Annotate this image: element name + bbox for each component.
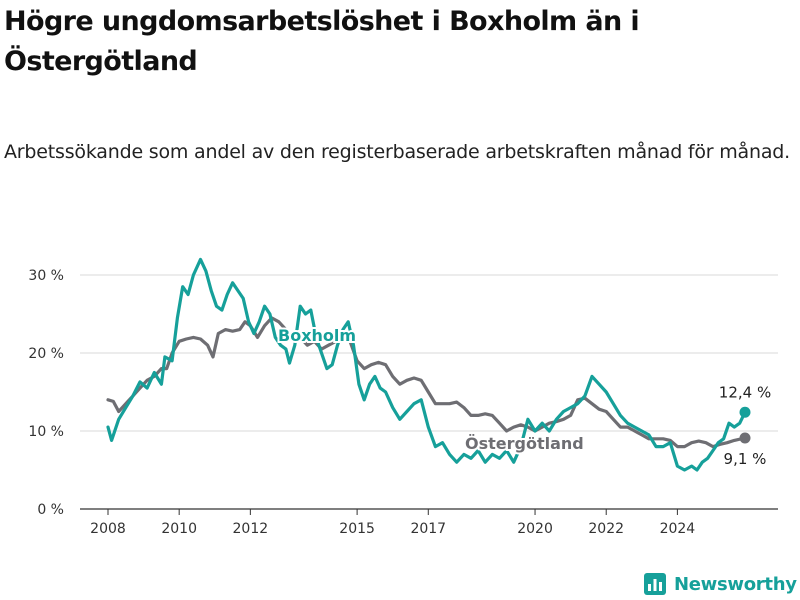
- x-tick-label: 2017: [410, 521, 446, 537]
- x-tick-label: 2010: [161, 521, 197, 537]
- y-axis-tick-labels: 0 % 10 % 20 % 30 %: [28, 268, 64, 518]
- series-line-ostergotland: [106, 316, 747, 449]
- x-tick-label: 2012: [233, 521, 269, 537]
- end-value-ostergotland: 9,1 %: [724, 450, 767, 468]
- x-tick-label: 2020: [517, 521, 553, 537]
- end-value-boxholm: 12,4 %: [719, 383, 771, 401]
- chart-subtitle: Arbetssökande som andel av den registerb…: [4, 141, 790, 163]
- x-axis: 2008 2010 2012 2015 2017 2020 2022 2024: [90, 509, 695, 537]
- bar-chart-logo-icon: [644, 573, 666, 595]
- series-lines: [106, 257, 751, 472]
- newsworthy-logo: Newsworthy: [644, 569, 797, 599]
- chart-title: Högre ungdomsarbetslöshet i Boxholm än i…: [4, 6, 640, 77]
- brand-name: Newsworthy: [674, 573, 797, 595]
- series-labels: Boxholm Östergötland 12,4 % 9,1 %: [276, 324, 771, 468]
- series-label-boxholm: Boxholm: [278, 326, 356, 345]
- y-tick-label: 20 %: [28, 346, 64, 362]
- series-label-ostergotland: Östergötland: [465, 434, 584, 453]
- y-tick-label: 30 %: [28, 268, 64, 284]
- end-point-boxholm: [739, 406, 751, 418]
- x-tick-label: 2015: [339, 521, 375, 537]
- x-tick-label: 2022: [588, 521, 624, 537]
- y-tick-label: 10 %: [28, 424, 64, 440]
- x-tick-label: 2024: [660, 521, 696, 537]
- end-point-ostergotland: [739, 432, 751, 444]
- y-tick-label: 0 %: [37, 502, 64, 518]
- x-tick-label: 2008: [90, 521, 126, 537]
- series-line-boxholm: [106, 257, 747, 472]
